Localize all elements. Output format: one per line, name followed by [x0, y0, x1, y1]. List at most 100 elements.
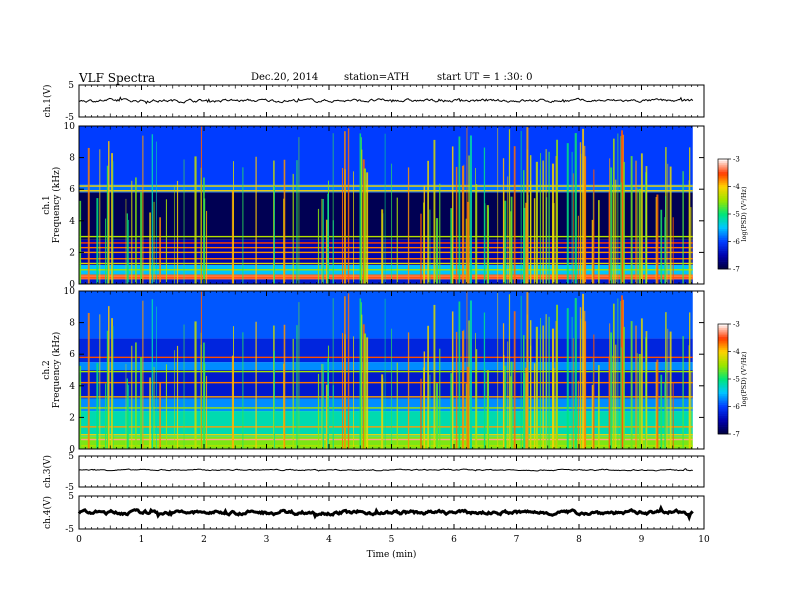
frequency-line [79, 407, 693, 409]
sferic-burst [165, 199, 168, 284]
sferic-burst [591, 219, 594, 284]
sferic-burst [672, 217, 674, 284]
sferic-burst [510, 361, 513, 449]
sferic-burst [682, 336, 684, 449]
sferic-burst [598, 200, 600, 284]
x-tick-label: 5 [389, 535, 395, 545]
colorbar-step [718, 327, 728, 330]
sferic-burst [435, 383, 439, 449]
colorbar-tick-label: -6 [733, 403, 740, 411]
sferic-burst [571, 151, 573, 284]
x-tick-label: 8 [576, 535, 582, 545]
sferic-burst [469, 135, 472, 284]
colorbar-step [718, 395, 728, 398]
sferic-burst [572, 338, 574, 449]
sferic-burst [362, 324, 365, 449]
sferic-burst [529, 155, 532, 284]
sferic-burst [366, 337, 369, 449]
y-axis-label: Frequency (kHz) [51, 332, 62, 409]
colorbar-tick-label: -4 [733, 183, 740, 191]
frequency-band [79, 338, 693, 363]
colorbar-step [718, 399, 728, 402]
sferic-burst [621, 295, 624, 449]
sferic-burst [510, 196, 513, 284]
colorbar-step [718, 391, 728, 394]
sferic-burst [623, 161, 625, 284]
sferic-burst [467, 201, 470, 284]
y-tick-label: 5 [68, 81, 74, 91]
sferic-burst [140, 192, 143, 284]
sferic-burst [126, 378, 128, 449]
sferic-burst [439, 183, 441, 284]
sferic-burst [176, 180, 179, 284]
frequency-band [79, 398, 693, 412]
sferic-burst [577, 380, 579, 449]
sferic-burst [112, 161, 114, 284]
sferic-burst [523, 170, 525, 284]
sferic-burst [645, 166, 648, 284]
panel-ch1_wave: 5 -5 ch.1(V) [42, 81, 705, 123]
sferic-burst [504, 200, 507, 284]
sferic-burst [617, 298, 619, 449]
colorbar-step [718, 241, 728, 244]
sferic-burst [665, 312, 667, 449]
sferic-burst [566, 143, 569, 284]
colorbar-step [718, 360, 728, 363]
colorbar-step [718, 366, 728, 369]
sferic-burst [429, 374, 431, 449]
frequency-line [79, 438, 693, 441]
y-axis-label: Frequency (kHz) [51, 167, 62, 244]
sferic-burst [548, 316, 550, 449]
sferic-burst [503, 190, 505, 284]
sferic-burst [465, 218, 468, 284]
y-tick-label: 10 [64, 287, 76, 297]
sferic-burst [461, 330, 464, 449]
sferic-burst [298, 302, 300, 449]
colorbar-step [718, 210, 728, 213]
sferic-burst [359, 133, 362, 284]
sferic-burst [155, 306, 157, 449]
sferic-burst [174, 185, 175, 284]
start-time-label: start UT = 1 :30: 0 [437, 72, 533, 83]
waveform-trace [77, 504, 694, 522]
colorbar-step [718, 342, 728, 345]
frequency-band [79, 362, 693, 370]
colorbar-step [718, 357, 728, 360]
sferic-burst [579, 307, 582, 449]
sferic-burst [165, 364, 168, 449]
sferic-burst [363, 333, 366, 449]
sferic-burst [669, 331, 672, 449]
sferic-burst [273, 185, 275, 284]
sferic-burst [689, 147, 691, 284]
colorbar-step [718, 417, 728, 420]
sferic-burst [353, 336, 355, 449]
sferic-burst [636, 353, 638, 449]
sferic-burst [450, 373, 453, 449]
colorbar-step [718, 369, 728, 372]
sferic-burst [106, 330, 109, 449]
sferic-burst [200, 179, 202, 284]
sferic-burst [327, 358, 329, 449]
colorbar-step [718, 410, 728, 413]
sferic-burst [645, 331, 648, 449]
sferic-burst [341, 332, 344, 449]
colorbar-step [718, 390, 728, 393]
y-tick-label: 6 [69, 185, 75, 195]
sferic-burst [231, 190, 234, 284]
station-label: station=ATH [344, 72, 410, 83]
colorbar-step [718, 373, 728, 376]
sferic-burst [507, 176, 509, 284]
colorbar-step [718, 333, 728, 336]
sferic-burst [363, 168, 366, 284]
colorbar-step [718, 168, 728, 171]
colorbar-step [718, 379, 728, 382]
colorbar-step [718, 208, 728, 211]
colorbar-step [718, 237, 728, 240]
spectrogram-image [79, 126, 693, 285]
sferic-burst [200, 344, 202, 449]
sferic-burst [327, 193, 329, 284]
sferic-burst [465, 383, 468, 449]
sferic-burst [484, 203, 486, 284]
sferic-burst [429, 209, 431, 284]
